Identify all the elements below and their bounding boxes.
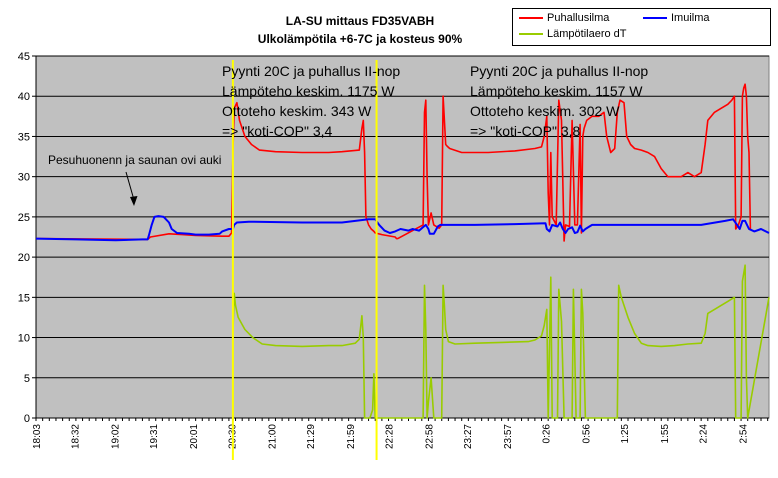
x-tick-label: 19:02 <box>110 424 121 449</box>
annotation-1-line: => "koti-COP" 3,4 <box>222 123 333 139</box>
annotation-2-line: Lämpöteho keskim. 1157 W <box>470 83 643 99</box>
annotation-3-arrowhead <box>130 196 138 206</box>
x-tick-label: 0:26 <box>542 424 553 444</box>
chart-title-line-1: LA-SU mittaus FD35VABH <box>285 14 435 28</box>
y-tick-label: 30 <box>18 172 30 184</box>
series-imuilma-line <box>35 215 770 242</box>
series-lampotilaero-line <box>232 264 770 419</box>
x-tick-label: 21:29 <box>306 424 317 449</box>
annotation-1-line: Lämpöteho keskim. 1175 W <box>222 83 395 99</box>
y-tick-label: 20 <box>18 252 30 264</box>
y-tick-label: 40 <box>18 91 30 103</box>
legend-swatch-lampotilaero <box>519 33 543 36</box>
y-tick-label: 10 <box>18 333 30 345</box>
annotation-1-line: Ottoteho keskim. 343 W <box>222 103 372 119</box>
y-tick-label: 0 <box>24 413 30 425</box>
annotation-3-line: Pesuhuonenn ja saunan ovi auki <box>48 153 221 167</box>
x-tick-label: 21:00 <box>267 424 278 449</box>
annotation-3-arrow <box>125 171 135 201</box>
y-tick-label: 35 <box>18 131 30 143</box>
y-tick-label: 15 <box>18 292 30 304</box>
y-tick-label: 45 <box>18 51 30 63</box>
legend-label-puhallusilma: Puhallusilma <box>547 12 610 24</box>
annotation-2-line: Pyynti 20C ja puhallus II-nop <box>470 63 648 79</box>
legend-item-lampotilaero: Lämpötilaero dT <box>519 27 627 41</box>
legend-item-imuilma: Imuilma <box>643 11 710 25</box>
annotation-1-line: Pyynti 20C ja puhallus II-nop <box>222 63 400 79</box>
plot-background <box>35 55 770 419</box>
x-tick-label: 2:24 <box>698 424 709 444</box>
legend-item-puhallusilma: Puhallusilma <box>519 11 609 25</box>
chart-title-line-2: Ulkolämpötila +6-7C ja kosteus 90% <box>257 32 463 46</box>
series-puhallusilma-line <box>35 83 752 242</box>
y-tick-label: 25 <box>18 212 30 224</box>
x-tick-label: 22:58 <box>424 424 435 449</box>
x-tick-label: 2:54 <box>738 424 749 444</box>
legend-swatch-imuilma <box>643 17 667 20</box>
x-tick-label: 18:03 <box>32 424 43 449</box>
legend-swatch-puhallusilma <box>519 17 543 20</box>
legend-label-imuilma: Imuilma <box>671 12 710 24</box>
x-tick-label: 23:27 <box>463 424 474 449</box>
x-tick-label: 19:31 <box>149 424 160 449</box>
x-tick-label: 21:59 <box>346 424 357 449</box>
x-tick-label: 23:57 <box>503 424 514 449</box>
x-tick-label: 1:25 <box>620 424 631 444</box>
x-tick-label: 0:56 <box>581 424 592 444</box>
x-tick-label: 20:01 <box>189 424 200 449</box>
legend: Puhallusilma Imuilma Lämpötilaero dT <box>512 8 771 46</box>
x-tick-label: 18:32 <box>71 424 82 449</box>
legend-label-lampotilaero: Lämpötilaero dT <box>547 28 627 40</box>
annotation-2-line: => "koti-COP" 3,8 <box>470 123 581 139</box>
x-tick-label: 22:28 <box>385 424 396 449</box>
y-tick-label: 5 <box>24 373 30 385</box>
annotation-2-line: Ottoteho keskim. 302 W <box>470 103 620 119</box>
x-tick-label: 1:55 <box>660 424 671 444</box>
